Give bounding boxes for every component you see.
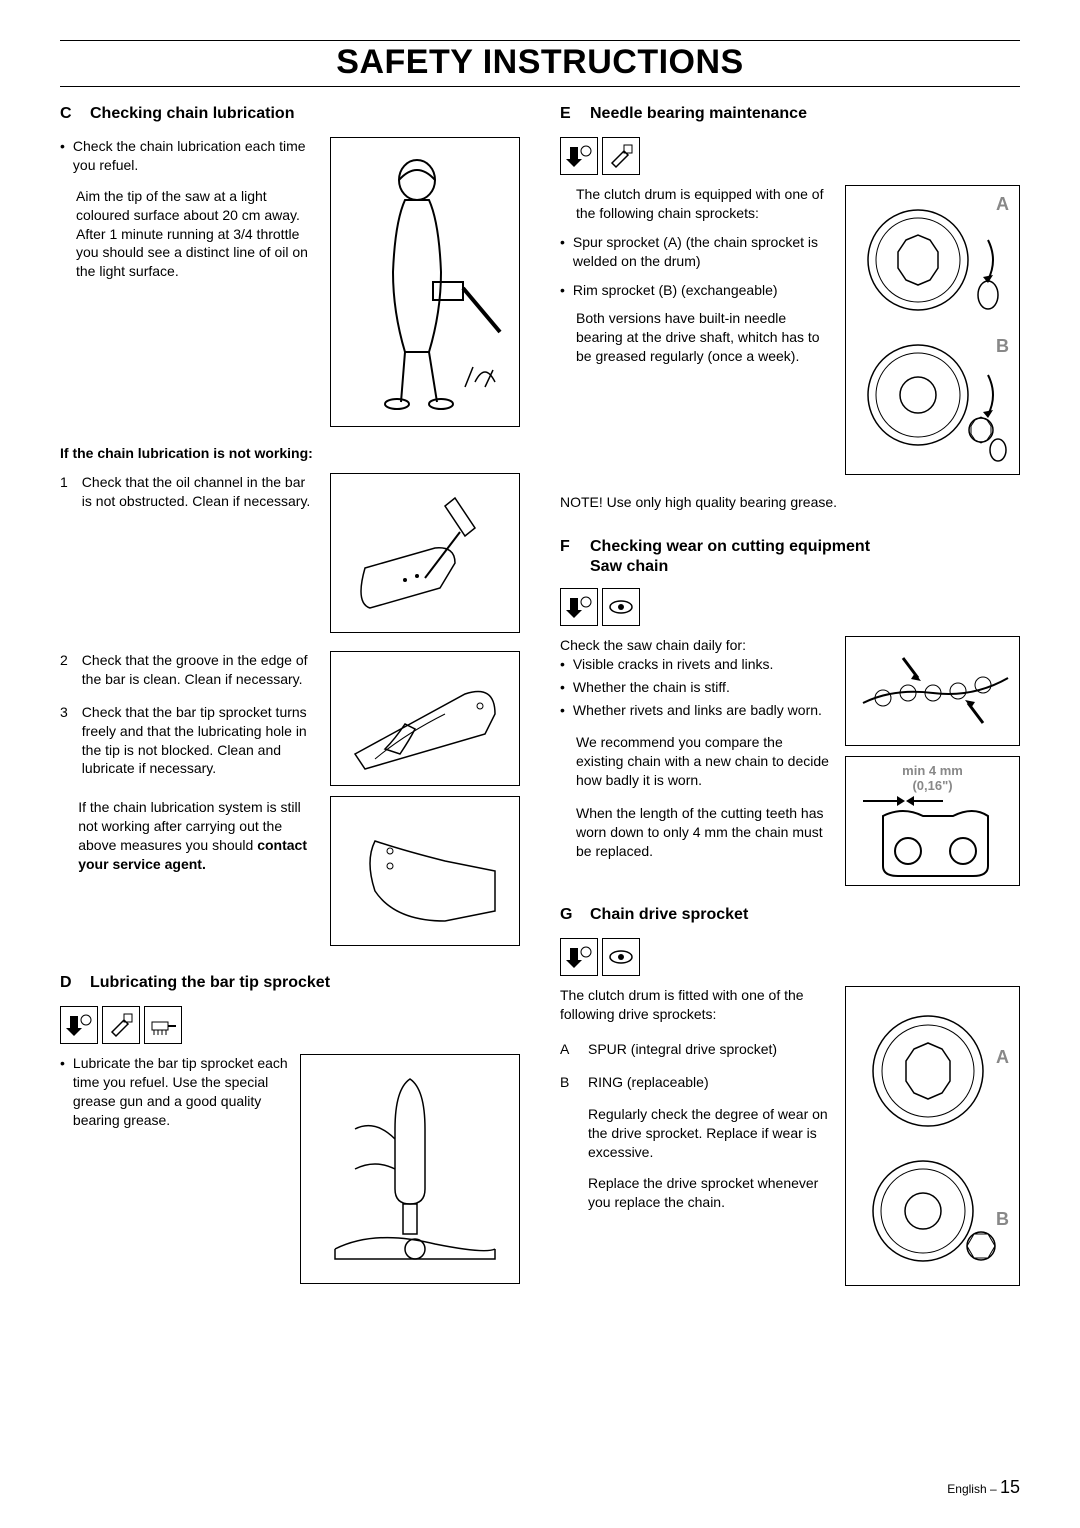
illustration-drive-sprockets: A B bbox=[845, 986, 1020, 1286]
page-title: SAFETY INSTRUCTIONS bbox=[60, 43, 1020, 87]
num: 3 bbox=[60, 703, 68, 779]
eye-icon bbox=[602, 938, 640, 976]
illustration-person-saw bbox=[330, 137, 520, 427]
eye-icon bbox=[602, 588, 640, 626]
grease-gun-icon bbox=[602, 137, 640, 175]
c-item-3: 3 Check that the bar tip sprocket turns … bbox=[60, 703, 318, 779]
e-b1: Spur sprocket (A) (the chain sprocket is… bbox=[573, 233, 833, 271]
section-title: Lubricating the bar tip sprocket bbox=[90, 974, 330, 992]
c-p1: Check the chain lubrication each time yo… bbox=[73, 137, 318, 175]
section-g-heading: G Chain drive sprocket bbox=[560, 906, 1020, 924]
min-label-2: (0,16") bbox=[846, 778, 1019, 793]
c-p2: Aim the tip of the saw at a light colour… bbox=[76, 187, 318, 281]
page-footer: English – 15 bbox=[947, 1477, 1020, 1498]
section-letter: G bbox=[560, 906, 576, 924]
section-e-heading: E Needle bearing maintenance bbox=[560, 105, 1020, 123]
stop-arrow-icon bbox=[60, 1006, 98, 1044]
section-title: Checking chain lubrication bbox=[90, 105, 294, 123]
label-a: A bbox=[996, 1047, 1009, 1068]
e-note: NOTE! Use only high quality bearing grea… bbox=[560, 493, 1020, 512]
top-rule bbox=[60, 40, 1020, 41]
footer-page: 15 bbox=[1000, 1477, 1020, 1497]
screwdriver-bar-icon bbox=[345, 488, 505, 618]
e-b2: Rim sprocket (B) (exchangeable) bbox=[573, 281, 778, 300]
section-title: Needle bearing maintenance bbox=[590, 105, 807, 123]
right-column: E Needle bearing maintenance The clutch … bbox=[560, 105, 1020, 1304]
g-a-txt: SPUR (integral drive sprocket) bbox=[588, 1040, 777, 1059]
stop-arrow-icon bbox=[560, 137, 598, 175]
txt: Check that the oil channel in the bar is… bbox=[82, 473, 318, 511]
g-icons bbox=[560, 938, 1020, 976]
grease-gun-icon bbox=[102, 1006, 140, 1044]
sprockets-icon bbox=[853, 195, 1013, 465]
e-p2: Both versions have built-in needle beari… bbox=[576, 309, 833, 366]
txt: If the chain lubrication system is still… bbox=[78, 798, 318, 874]
g-p1: The clutch drum is fitted with one of th… bbox=[560, 986, 833, 1024]
f-lead: Check the saw chain daily for: bbox=[560, 636, 833, 655]
g-p3: Replace the drive sprocket whenever you … bbox=[588, 1174, 833, 1212]
illustration-tooth-min: min 4 mm (0,16") bbox=[845, 756, 1020, 886]
section-c-text: Check the chain lubrication each time yo… bbox=[60, 137, 318, 281]
f-b3: Whether rivets and links are badly worn. bbox=[573, 701, 822, 720]
f-b1: Visible cracks in rivets and links. bbox=[573, 655, 773, 674]
section-c-heading: C Checking chain lubrication bbox=[60, 105, 520, 123]
g-a: A bbox=[560, 1040, 574, 1059]
section-letter: F bbox=[560, 538, 576, 556]
illustration-oil-channel bbox=[330, 473, 520, 633]
f-subtitle: Saw chain bbox=[590, 558, 668, 576]
person-chainsaw-icon bbox=[345, 152, 505, 412]
section-letter: D bbox=[60, 974, 76, 992]
num: 2 bbox=[60, 651, 68, 689]
f-p2: When the length of the cutting teeth has… bbox=[576, 804, 833, 861]
f-p1: We recommend you compare the existing ch… bbox=[576, 733, 833, 790]
illustration-sprockets-ab: A B bbox=[845, 185, 1020, 475]
label-a: A bbox=[996, 194, 1009, 215]
illustration-lubricate-sprocket bbox=[300, 1054, 520, 1284]
illustration-groove bbox=[330, 651, 520, 786]
g-p2: Regularly check the degree of wear on th… bbox=[588, 1105, 833, 1162]
stop-arrow-icon bbox=[560, 938, 598, 976]
d-p1: Lubricate the bar tip sprocket each time… bbox=[73, 1054, 288, 1130]
c-item-4: If the chain lubrication system is still… bbox=[60, 798, 318, 874]
chain-links-icon bbox=[853, 643, 1013, 738]
bar-groove-icon bbox=[345, 664, 505, 774]
f-b2: Whether the chain is stiff. bbox=[573, 678, 730, 697]
brush-icon bbox=[144, 1006, 182, 1044]
e-text: The clutch drum is equipped with one of … bbox=[560, 185, 833, 366]
stop-arrow-icon bbox=[560, 588, 598, 626]
e-p1: The clutch drum is equipped with one of … bbox=[576, 185, 833, 223]
section-letter: C bbox=[60, 105, 76, 123]
g-b: B bbox=[560, 1073, 574, 1092]
left-column: C Checking chain lubrication Check the c… bbox=[60, 105, 520, 1304]
d-icons bbox=[60, 1006, 520, 1044]
grease-sprocket-icon bbox=[315, 1069, 505, 1269]
section-f-heading: F Checking wear on cutting equipment bbox=[560, 538, 1020, 556]
illustration-bar-tip bbox=[330, 796, 520, 946]
c-item-2: 2 Check that the groove in the edge of t… bbox=[60, 651, 318, 689]
label-b: B bbox=[996, 336, 1009, 357]
num: 1 bbox=[60, 473, 68, 511]
illustration-chain-wear bbox=[845, 636, 1020, 746]
txt: Check that the groove in the edge of the… bbox=[82, 651, 318, 689]
txt: Check that the bar tip sprocket turns fr… bbox=[82, 703, 318, 779]
min-label-1: min 4 mm bbox=[846, 763, 1019, 778]
g-text: The clutch drum is fitted with one of th… bbox=[560, 986, 833, 1212]
c-subhead: If the chain lubrication is not working: bbox=[60, 445, 520, 461]
f-text: Check the saw chain daily for: Visible c… bbox=[560, 636, 833, 861]
f-icons bbox=[560, 588, 1020, 626]
footer-lang: English – bbox=[947, 1482, 1000, 1496]
bar-tip-icon bbox=[345, 811, 505, 931]
section-title: Checking wear on cutting equipment bbox=[590, 538, 870, 556]
section-letter: E bbox=[560, 105, 576, 123]
drive-sprockets-icon bbox=[853, 996, 1013, 1276]
section-title: Chain drive sprocket bbox=[590, 906, 748, 924]
c-item-1: 1 Check that the oil channel in the bar … bbox=[60, 473, 318, 511]
e-icons bbox=[560, 137, 1020, 175]
g-b-txt: RING (replaceable) bbox=[588, 1073, 709, 1092]
section-d-heading: D Lubricating the bar tip sprocket bbox=[60, 974, 520, 992]
content-columns: C Checking chain lubrication Check the c… bbox=[60, 105, 1020, 1304]
label-b: B bbox=[996, 1209, 1009, 1230]
